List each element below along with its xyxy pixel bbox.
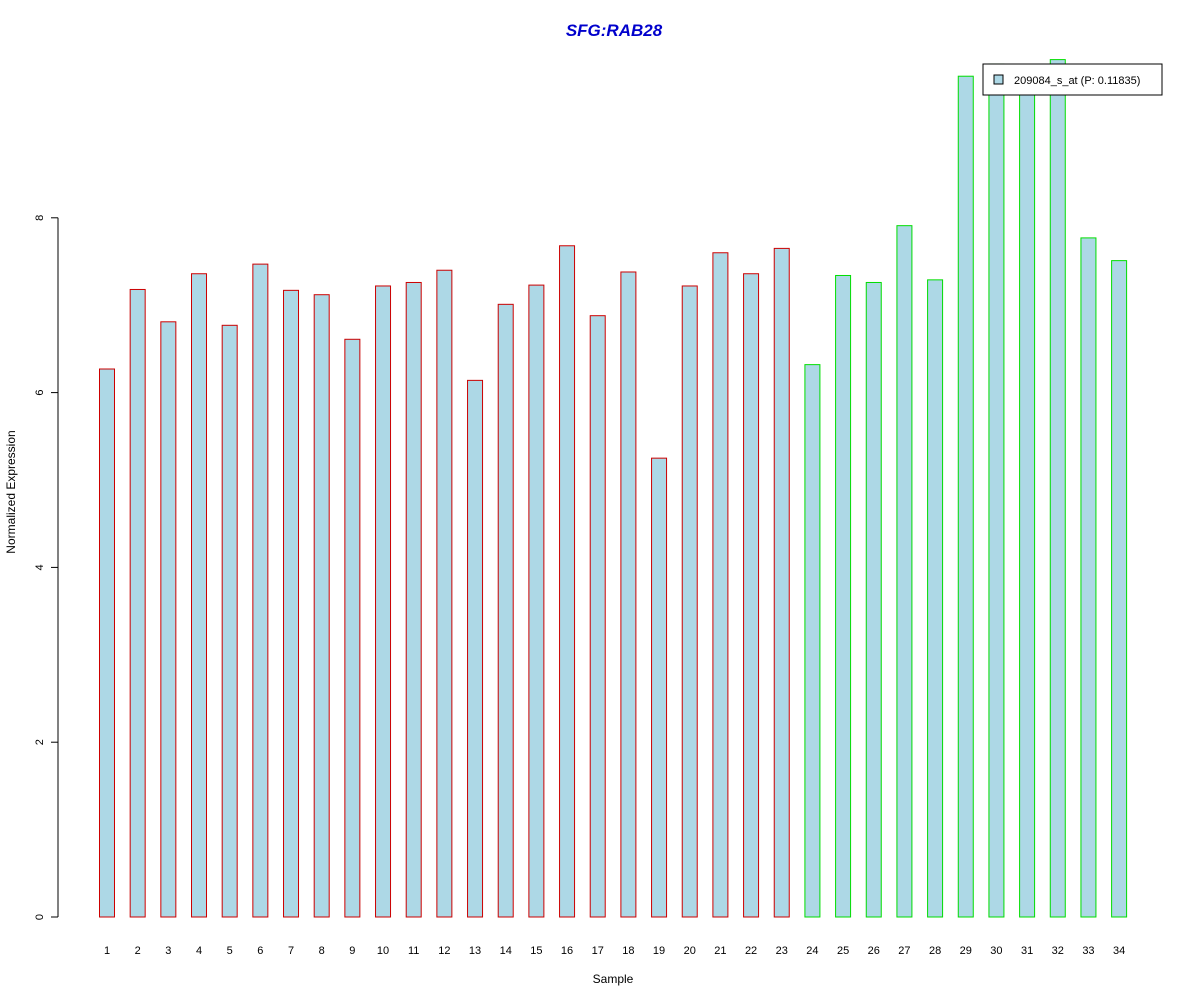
x-axis-tick-label: 2	[135, 945, 141, 957]
y-axis-tick-label: 0	[34, 914, 46, 920]
bar-sample-24	[804, 364, 821, 918]
x-axis-tick-label: 15	[530, 945, 542, 957]
bar-sample-15	[528, 284, 545, 918]
x-axis-tick-label: 31	[1021, 945, 1033, 957]
x-axis-tick-label: 30	[990, 945, 1002, 957]
bar-sample-9	[344, 338, 361, 918]
bar-sample-34	[1111, 260, 1128, 918]
x-axis-tick-label: 12	[438, 945, 450, 957]
chart-title: SFG:RAB28	[566, 21, 663, 40]
x-axis-tick-label: 1	[104, 945, 110, 957]
x-axis-label: Sample	[593, 972, 634, 986]
bar-sample-12	[436, 269, 453, 918]
x-axis-tick-label: 26	[868, 945, 880, 957]
y-axis-tick-label: 2	[34, 739, 46, 745]
bar-sample-25	[835, 274, 852, 918]
bar-sample-6	[252, 263, 269, 918]
x-axis-tick-label: 23	[776, 945, 788, 957]
y-axis-tick-label: 4	[34, 564, 46, 570]
x-axis-tick-labels: 1 2 3 4 5 6 7 8 9 10 11 12 13 14 15 16 17 18 19 20 21 22 23 24 2…	[104, 945, 1125, 957]
legend-swatch	[993, 74, 1004, 85]
y-axis: 0 2 4 6 8	[34, 215, 59, 920]
bar-sample-23	[773, 247, 790, 918]
x-axis-tick-label: 29	[960, 945, 972, 957]
bar-sample-29	[957, 75, 974, 918]
x-axis-tick-label: 25	[837, 945, 849, 957]
x-axis-tick-label: 7	[288, 945, 294, 957]
x-axis-tick-label: 19	[653, 945, 665, 957]
x-axis-tick-label: 16	[561, 945, 573, 957]
bar-sample-4	[191, 273, 208, 918]
x-axis-tick-label: 20	[684, 945, 696, 957]
y-axis-tick-label: 8	[34, 215, 46, 221]
bar-sample-1	[99, 368, 115, 918]
bar-sample-20	[681, 285, 698, 918]
x-axis-tick-label: 21	[714, 945, 726, 957]
x-axis-tick-label: 8	[319, 945, 325, 957]
bar-sample-28	[927, 279, 944, 918]
x-axis-tick-label: 3	[165, 945, 171, 957]
y-axis-label: Normalized Expression	[4, 430, 18, 553]
x-axis-tick-label: 13	[469, 945, 481, 957]
x-axis-tick-label: 5	[227, 945, 233, 957]
x-axis-tick-label: 6	[257, 945, 263, 957]
bar-sample-5	[221, 324, 238, 918]
legend: 209084_s_at (P: 0.11835)	[982, 63, 1163, 96]
bar-sample-3	[160, 321, 177, 918]
bar-sample-10	[375, 285, 392, 918]
bar-sample-13	[467, 379, 484, 918]
bar-sample-26	[865, 281, 882, 918]
bar-sample-2	[129, 288, 146, 918]
x-axis-tick-label: 10	[377, 945, 389, 957]
x-axis-tick-label: 27	[898, 945, 910, 957]
x-axis-tick-label: 18	[622, 945, 634, 957]
bar-sample-32	[1049, 59, 1066, 918]
bar-sample-16	[559, 245, 576, 918]
bar-sample-17	[589, 315, 606, 918]
bar-sample-14	[497, 303, 514, 918]
bar-sample-21	[712, 252, 729, 918]
x-axis-tick-label: 11	[408, 945, 419, 957]
x-axis-tick-label: 17	[592, 945, 604, 957]
bar-sample-8	[313, 294, 330, 918]
x-axis-tick-label: 22	[745, 945, 757, 957]
x-axis-tick-label: 28	[929, 945, 941, 957]
x-axis-tick-label: 4	[196, 945, 202, 957]
bar-sample-18	[620, 271, 637, 918]
x-axis-tick-label: 34	[1113, 945, 1125, 957]
y-axis-tick-label: 6	[34, 390, 46, 396]
bar-sample-31	[1019, 86, 1036, 918]
bar-sample-7	[283, 289, 300, 918]
x-axis-tick-label: 32	[1052, 945, 1064, 957]
bar-sample-27	[896, 225, 913, 918]
bar-sample-11	[405, 281, 422, 918]
bars-group	[99, 59, 1128, 918]
bar-sample-33	[1080, 237, 1097, 918]
legend-box	[982, 63, 1163, 96]
x-axis-tick-label: 9	[349, 945, 355, 957]
x-axis-tick-label: 24	[806, 945, 818, 957]
x-axis-tick-label: 14	[500, 945, 512, 957]
bar-sample-22	[743, 273, 760, 918]
x-axis-tick-label: 33	[1082, 945, 1094, 957]
bar-sample-19	[651, 457, 668, 918]
legend-entry-label: 209084_s_at (P: 0.11835)	[1014, 75, 1140, 87]
bar-sample-30	[988, 63, 1005, 918]
